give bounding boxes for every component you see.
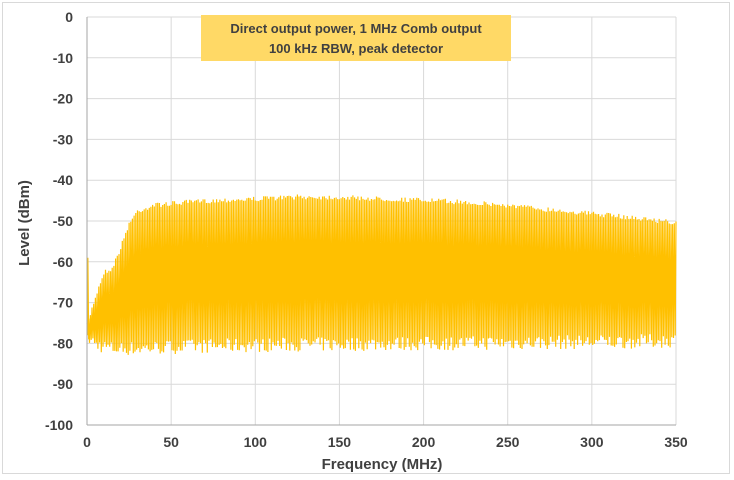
y-tick-label: -100: [45, 417, 73, 433]
x-tick-label: 350: [664, 434, 688, 450]
x-axis-title: Frequency (MHz): [322, 456, 443, 473]
annotation-line-1: Direct output power, 1 MHz Comb output: [230, 21, 482, 36]
annotation-box: Direct output power, 1 MHz Comb output 1…: [201, 15, 511, 61]
y-tick-label: -50: [53, 213, 73, 229]
annotation-background: [201, 15, 511, 61]
y-tick-label: -40: [53, 172, 73, 188]
annotation-line-2: 100 kHz RBW, peak detector: [269, 41, 443, 56]
comb-trace-line: [86, 194, 677, 355]
axes: [86, 17, 676, 426]
tick-labels: 0 -10 -20 -30 -40 -50 -60 -70 -80 -90 -100 0 50 100 15…: [45, 9, 688, 450]
y-tick-label: 0: [65, 9, 73, 25]
y-tick-label: -70: [53, 295, 73, 311]
y-tick-label: -10: [53, 50, 73, 66]
y-tick-label: -90: [53, 376, 73, 392]
y-axis-title: Level (dBm): [16, 180, 33, 266]
dc-spike: [87, 257, 90, 340]
y-tick-label: -20: [53, 91, 73, 107]
x-tick-label: 250: [496, 434, 520, 450]
chart-frame: 0 -10 -20 -30 -40 -50 -60 -70 -80 -90 -100 0 50 100 15…: [2, 2, 730, 474]
y-tick-label: -30: [53, 131, 73, 147]
spectrum-chart: 0 -10 -20 -30 -40 -50 -60 -70 -80 -90 -100 0 50 100 15…: [16, 9, 688, 473]
y-tick-label: -80: [53, 335, 73, 351]
x-tick-label: 200: [412, 434, 436, 450]
x-tick-label: 150: [328, 434, 352, 450]
y-tick-label: -60: [53, 254, 73, 270]
spectrum-trace: [86, 194, 677, 355]
x-tick-label: 100: [244, 434, 268, 450]
x-tick-label: 0: [83, 434, 91, 450]
x-tick-label: 50: [163, 434, 179, 450]
x-tick-label: 300: [580, 434, 604, 450]
